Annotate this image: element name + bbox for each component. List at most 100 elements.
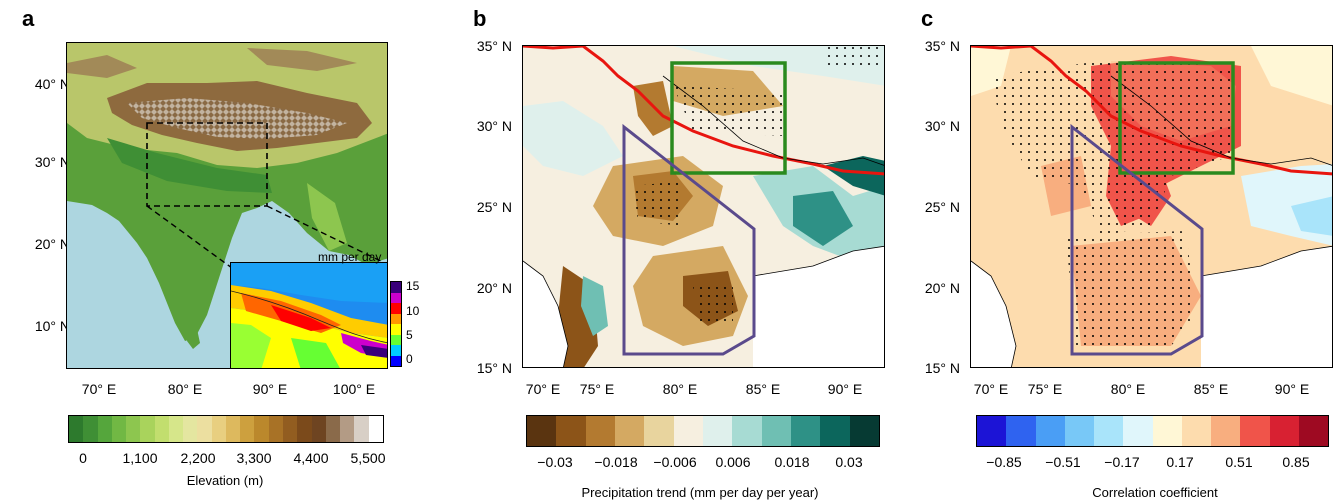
correlation-tick: −0.17 [1104, 454, 1140, 470]
lat-label-c-20: 20° N [924, 280, 960, 296]
elevation-tick: 0 [79, 450, 87, 466]
colorbar-swatch [254, 416, 269, 442]
correlation-tick: 0.51 [1225, 454, 1253, 470]
elevation-tick: 2,200 [180, 450, 216, 466]
colorbar-swatch [140, 416, 155, 442]
lon-label-b-80: 80° E [662, 381, 698, 397]
colorbar-swatch [311, 416, 326, 442]
precipitation-trend-graphic [523, 46, 884, 367]
colorbar-swatch [340, 416, 355, 442]
colorbar-swatch [197, 416, 212, 442]
lat-label-c-30: 30° N [924, 118, 960, 134]
lat-label-a-30: 30° N [34, 154, 70, 170]
colorbar-swatch [1064, 416, 1094, 446]
elevation-tick: 3,300 [236, 450, 272, 466]
precipitation-trend-tick: −0.018 [594, 454, 638, 470]
colorbar-swatch [849, 416, 879, 446]
colorbar-swatch [268, 416, 283, 442]
colorbar-swatch [225, 416, 241, 442]
correlation-tick: −0.85 [986, 454, 1022, 470]
precipitation-inset-map [230, 262, 388, 369]
lon-label-c-85: 85° E [1193, 381, 1229, 397]
elevation-tick: 5,500 [350, 450, 386, 466]
correlation-tick: 0.17 [1166, 454, 1194, 470]
colorbar-swatch [1094, 416, 1124, 446]
lon-label-b-75: 75° E [579, 381, 615, 397]
panel-letter-b: b [473, 6, 487, 31]
colorbar-swatch [154, 416, 169, 442]
colorbar-swatch [240, 416, 255, 442]
correlation-colorbar-label: Correlation coefficient [1092, 485, 1218, 500]
colorbar-swatch [325, 416, 341, 442]
colorbar-swatch [126, 416, 141, 442]
colorbar-swatch [820, 416, 850, 446]
colorbar-swatch [732, 416, 762, 446]
colorbar-swatch [1035, 416, 1065, 446]
colorbar-swatch [282, 416, 298, 442]
colorbar-swatch [83, 416, 98, 442]
colorbar-swatch [1211, 416, 1241, 446]
lat-label-a-10: 10° N [34, 318, 70, 334]
lon-label-b-90: 90° E [827, 381, 863, 397]
lat-label-b-25: 25° N [476, 199, 512, 215]
correlation-tick: −0.51 [1045, 454, 1081, 470]
colorbar-swatch [790, 416, 821, 446]
colorbar-swatch [702, 416, 733, 446]
lon-label-c-80: 80° E [1110, 381, 1146, 397]
inset-colorbar-swatch [391, 345, 401, 356]
elevation-map-graphic [67, 43, 387, 368]
colorbar-swatch [614, 416, 645, 446]
panel-letter-a: a [22, 6, 35, 31]
colorbar-swatch [97, 416, 112, 442]
lon-label-c-75: 75° E [1027, 381, 1063, 397]
correlation-colorbar [976, 415, 1329, 447]
colorbar-swatch [977, 416, 1007, 446]
colorbar-swatch [644, 416, 674, 446]
colorbar-swatch [556, 416, 586, 446]
lat-label-b-30: 30° N [476, 118, 512, 134]
colorbar-swatch [1152, 416, 1182, 446]
lon-label-b-85: 85° E [745, 381, 781, 397]
colorbar-swatch [168, 416, 184, 442]
inset-colorbar-swatch [391, 303, 401, 314]
precipitation-trend-colorbar-label: Precipitation trend (mm per day per year… [581, 485, 819, 500]
colorbar-swatch [1240, 416, 1270, 446]
lat-label-b-20: 20° N [476, 280, 512, 296]
precipitation-trend-tick: 0.018 [774, 454, 810, 470]
lat-label-c-25: 25° N [924, 199, 960, 215]
inset-unit-label: mm per day [318, 250, 382, 264]
lon-label-a-80: 80° E [167, 381, 203, 397]
colorbar-swatch [211, 416, 226, 442]
precipitation-trend-colorbar [526, 415, 880, 447]
inset-tick: 0 [406, 352, 413, 366]
elevation-colorbar [68, 415, 384, 443]
precipitation-trend-tick: 0.006 [715, 454, 751, 470]
colorbar-swatch [111, 416, 127, 442]
correlation-map [970, 45, 1333, 368]
colorbar-swatch [1298, 416, 1328, 446]
inset-colorbar-swatch [391, 292, 401, 303]
colorbar-swatch [1269, 416, 1299, 446]
precipitation-inset-graphic [231, 263, 387, 368]
colorbar-swatch [673, 416, 703, 446]
lat-label-a-40: 40° N [34, 76, 70, 92]
colorbar-swatch [585, 416, 615, 446]
inset-tick: 15 [406, 279, 420, 293]
lon-label-b-70: 70° E [525, 381, 561, 397]
panel-letter-c: c [921, 6, 934, 31]
colorbar-swatch [183, 416, 198, 442]
elevation-colorbar-label: Elevation (m) [186, 473, 264, 488]
lat-label-c-15: 15° N [924, 360, 960, 376]
lon-label-a-100: 100° E [332, 381, 376, 397]
elevation-tick: 1,100 [122, 450, 158, 466]
colorbar-swatch [69, 416, 84, 442]
elevation-tick: 4,400 [293, 450, 329, 466]
colorbar-swatch [527, 416, 557, 446]
correlation-graphic [971, 46, 1332, 367]
precipitation-trend-tick: −0.03 [537, 454, 573, 470]
inset-colorbar-swatch [391, 313, 401, 324]
lon-label-a-90: 90° E [252, 381, 288, 397]
colorbar-swatch [1181, 416, 1211, 446]
inset-colorbar-swatch [391, 324, 401, 335]
lon-label-a-70: 70° E [81, 381, 117, 397]
